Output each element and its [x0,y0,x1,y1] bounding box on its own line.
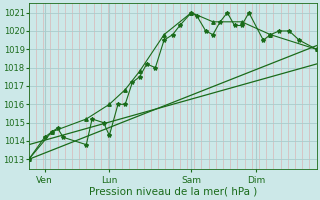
X-axis label: Pression niveau de la mer( hPa ): Pression niveau de la mer( hPa ) [89,187,257,197]
